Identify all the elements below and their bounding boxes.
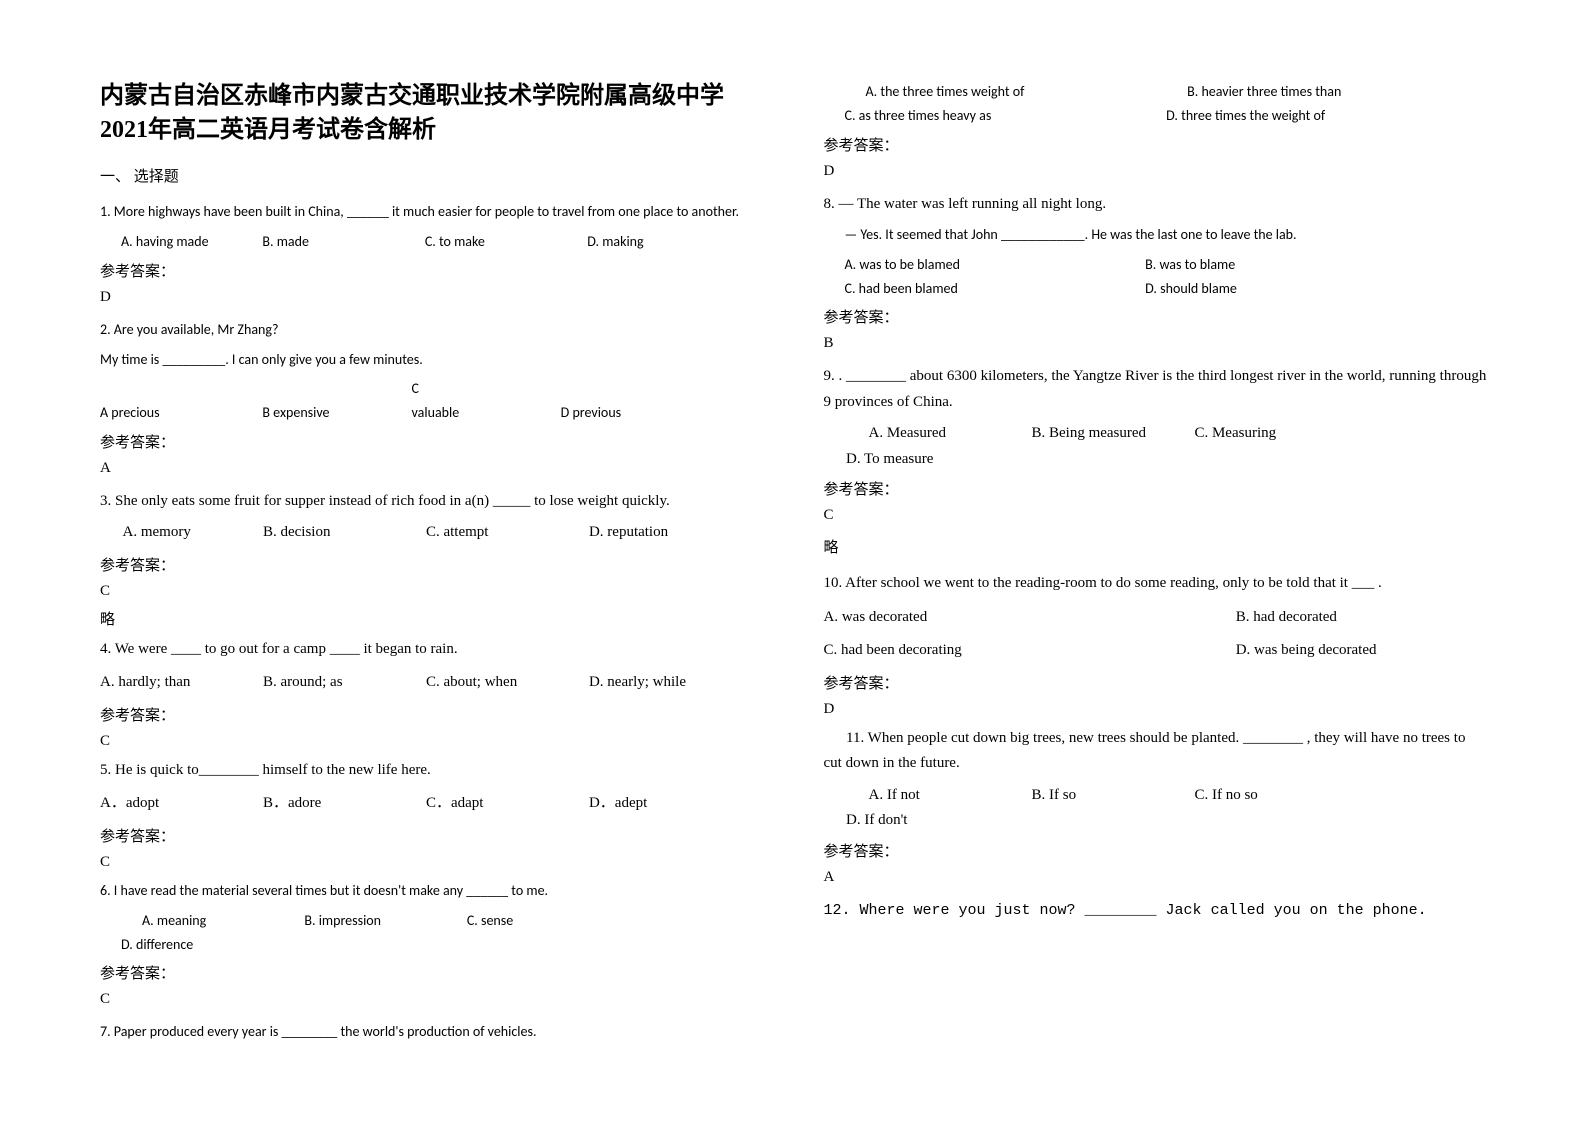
q3-opt-b: B. decision — [263, 520, 422, 546]
q7-opt-a: A. the three times weight of — [845, 80, 1163, 104]
q1-options: A. having made B. made C. to make D. mak… — [100, 230, 764, 254]
q6-opt-d: D. difference — [100, 933, 259, 957]
q9-text: 9. . ________ about 6300 kilometers, the… — [824, 364, 1488, 415]
q1-opt-a: A. having made — [100, 230, 259, 254]
q11-answer-label: 参考答案： — [824, 840, 1488, 861]
q9-opt-c: C. Measuring — [1172, 421, 1331, 447]
q6-text: 6. I have read the material several time… — [100, 879, 764, 903]
q9-answer: C — [824, 507, 1488, 524]
q9-opt-b: B. Being measured — [1009, 421, 1168, 447]
q4-text: 4. We were ____ to go out for a camp ___… — [100, 637, 764, 663]
q5-opt-b: B．adore — [263, 791, 422, 817]
q2-line2: My time is _________. I can only give yo… — [100, 348, 764, 372]
q8-answer-label: 参考答案： — [824, 306, 1488, 327]
q2-opt-b: B expensive — [262, 401, 408, 425]
q11-opt-b: B. If so — [1009, 783, 1168, 809]
q12-text: 12. Where were you just now? ________ Ja… — [824, 898, 1488, 924]
q2-opt-c: C valuable — [412, 377, 465, 425]
q3-omit: 略 — [100, 608, 764, 629]
q10-options-row2: C. had been decorating D. was being deco… — [824, 638, 1488, 664]
q3-text: 3. She only eats some fruit for supper i… — [100, 489, 764, 515]
q1-opt-d: D. making — [587, 230, 746, 254]
q4-opt-a: A. hardly; than — [100, 670, 259, 696]
q6-answer-label: 参考答案： — [100, 962, 764, 983]
q11-text: 11. When people cut down big trees, new … — [824, 726, 1488, 777]
q11-opt-a: A. If not — [846, 783, 1005, 809]
q3-options: A. memory B. decision C. attempt D. repu… — [100, 520, 764, 546]
q9-opt-a: A. Measured — [846, 421, 1005, 447]
q10-opt-c: C. had been decorating — [824, 638, 1142, 664]
q6-opt-b: B. impression — [283, 909, 442, 933]
q11-opt-c: C. If no so — [1172, 783, 1331, 809]
q8-opt-b: B. was to blame — [1145, 253, 1463, 277]
q2-line1: 2. Are you available, Mr Zhang? — [100, 318, 764, 342]
q7-opt-c: C. as three times heavy as — [824, 104, 1142, 128]
q5-text: 5. He is quick to________ himself to the… — [100, 758, 764, 784]
q10-answer: D — [824, 701, 1488, 718]
q11-opt-d: D. If don't — [824, 808, 983, 834]
q5-opt-c: C．adapt — [426, 791, 585, 817]
q6-answer: C — [100, 991, 764, 1008]
q4-opt-d: D. nearly; while — [589, 670, 748, 696]
q4-opt-b: B. around; as — [263, 670, 422, 696]
q5-answer-label: 参考答案： — [100, 825, 764, 846]
q2-answer: A — [100, 460, 764, 477]
q1-answer: D — [100, 289, 764, 306]
q3-answer-label: 参考答案： — [100, 554, 764, 575]
q8-line1: 8. — The water was left running all nigh… — [824, 192, 1488, 218]
q1-answer-label: 参考答案： — [100, 260, 764, 281]
q7-opt-d: D. three times the weight of — [1145, 104, 1463, 128]
q6-opt-a: A. meaning — [121, 909, 280, 933]
q6-opt-c: C. sense — [446, 909, 605, 933]
q10-opt-d: D. was being decorated — [1146, 638, 1464, 664]
q10-answer-label: 参考答案： — [824, 672, 1488, 693]
q11-options: A. If not B. If so C. If no so D. If don… — [824, 783, 1488, 834]
q3-opt-d: D. reputation — [589, 520, 748, 546]
q10-options-row1: A. was decorated B. had decorated — [824, 605, 1488, 631]
q1-opt-c: C. to make — [425, 230, 584, 254]
q8-opt-d: D. should blame — [1145, 277, 1463, 301]
q3-opt-c: C. attempt — [426, 520, 585, 546]
q5-opt-a: A．adopt — [100, 791, 259, 817]
q5-opt-d: D．adept — [589, 791, 748, 817]
q8-options: A. was to be blamed B. was to blame C. h… — [824, 253, 1488, 301]
q7-opt-b: B. heavier three times than — [1166, 80, 1484, 104]
q7-text: 7. Paper produced every year is ________… — [100, 1020, 764, 1044]
q1-opt-b: B. made — [262, 230, 421, 254]
q2-options: A precious B expensive C valuable D prev… — [100, 377, 764, 425]
q5-answer: C — [100, 854, 764, 871]
q9-opt-d: D. To measure — [824, 447, 983, 473]
q11-answer: A — [824, 869, 1488, 886]
q9-answer-label: 参考答案： — [824, 478, 1488, 499]
q4-answer-label: 参考答案： — [100, 704, 764, 725]
section-heading: 一、 选择题 — [100, 165, 764, 186]
q2-answer-label: 参考答案： — [100, 431, 764, 452]
q8-line2: — Yes. It seemed that John ____________.… — [824, 223, 1488, 247]
q4-answer: C — [100, 733, 764, 750]
q8-answer: B — [824, 335, 1488, 352]
q6-options: A. meaning B. impression C. sense D. dif… — [100, 909, 764, 957]
q10-opt-a: A. was decorated — [824, 605, 1142, 631]
q8-opt-c: C. had been blamed — [824, 277, 1142, 301]
q1-text: 1. More highways have been built in Chin… — [100, 200, 764, 224]
q10-text: 10. After school we went to the reading-… — [824, 571, 1488, 597]
q4-opt-c: C. about; when — [426, 670, 585, 696]
q4-options: A. hardly; than B. around; as C. about; … — [100, 670, 764, 696]
q9-options: A. Measured B. Being measured C. Measuri… — [824, 421, 1488, 472]
q9-omit: 略 — [824, 536, 1488, 557]
q7-answer: D — [824, 163, 1488, 180]
q3-answer: C — [100, 583, 764, 600]
q3-opt-a: A. memory — [100, 520, 259, 546]
exam-page: 内蒙古自治区赤峰市内蒙古交通职业技术学院附属高级中学2021年高二英语月考试卷含… — [0, 0, 1587, 1122]
q8-opt-a: A. was to be blamed — [824, 253, 1142, 277]
q7-answer-label: 参考答案： — [824, 134, 1488, 155]
exam-title: 内蒙古自治区赤峰市内蒙古交通职业技术学院附属高级中学2021年高二英语月考试卷含… — [100, 80, 764, 147]
q10-opt-b: B. had decorated — [1146, 605, 1464, 631]
q7-options: A. the three times weight of B. heavier … — [824, 80, 1488, 128]
q2-opt-a: A precious — [100, 401, 259, 425]
q5-options: A．adopt B．adore C．adapt D．adept — [100, 791, 764, 817]
q2-opt-d: D previous — [561, 401, 720, 425]
